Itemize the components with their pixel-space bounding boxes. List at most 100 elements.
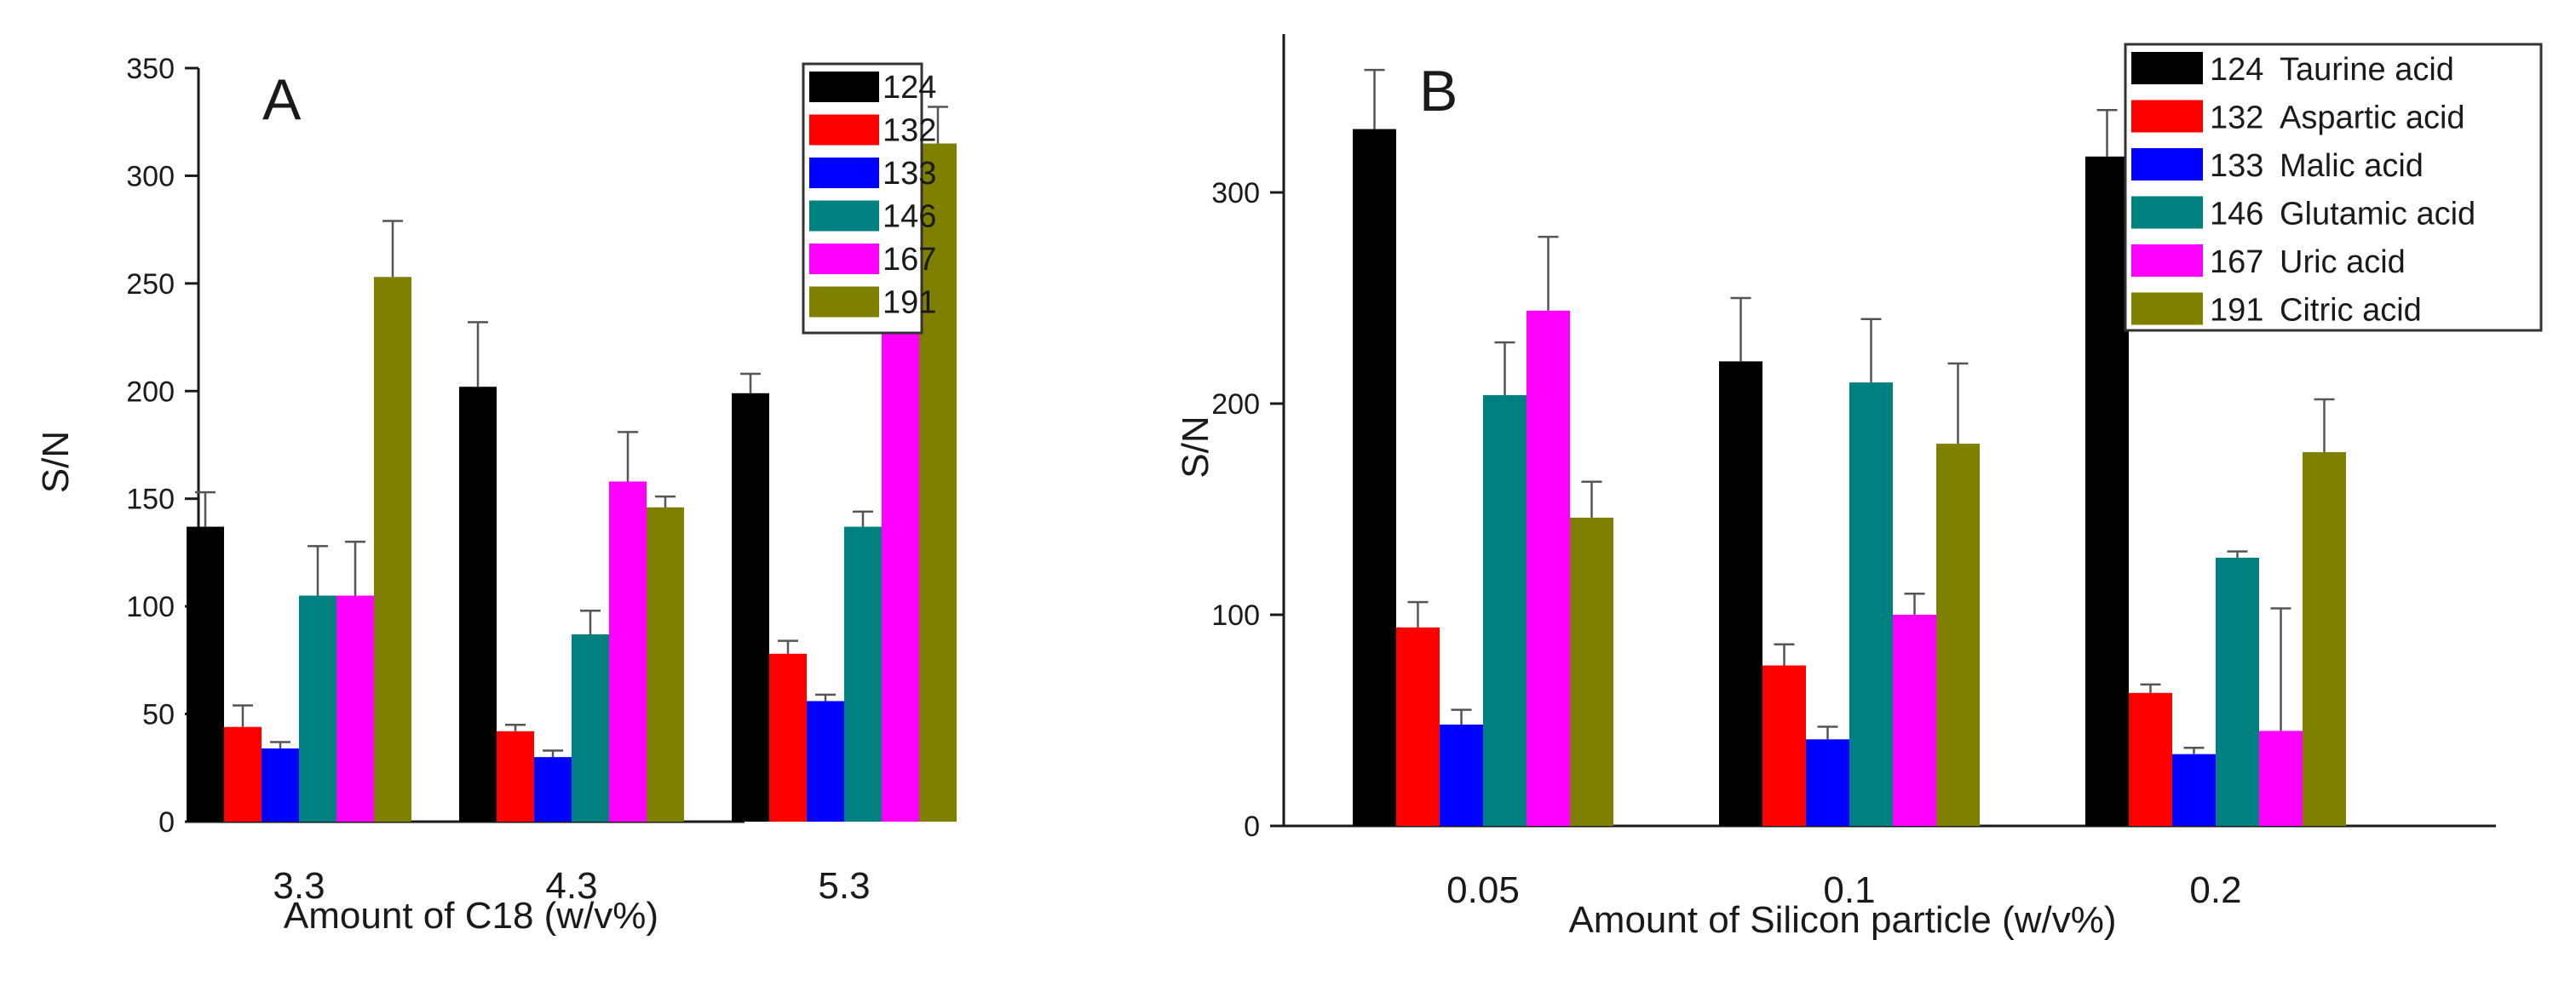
- bar-167-0.2: [2259, 731, 2303, 826]
- bar-133-0.05: [1440, 724, 1483, 826]
- legend-compound-191: Citric acid: [2280, 293, 2422, 329]
- x-category-label: 4.3: [545, 865, 597, 907]
- error-bar-191-0.2: [2314, 398, 2335, 453]
- error-bar-146-3.3: [308, 545, 328, 596]
- legend-swatch-124: [2131, 52, 2203, 84]
- error-bar-167-0.05: [1538, 235, 1559, 311]
- legend-compound-124: Taurine acid: [2280, 52, 2454, 88]
- error-bar-167-0.2: [2270, 607, 2291, 731]
- bar-146-0.2: [2216, 558, 2259, 826]
- bar-124-3.3: [187, 526, 224, 822]
- error-bar-146-5.3: [853, 510, 873, 527]
- error-bar-191-4.3: [655, 495, 676, 507]
- bar-191-0.2: [2303, 452, 2346, 826]
- x-category-label: 5.3: [818, 865, 870, 907]
- x-axis-title: Amount of C18 (w/v%): [284, 895, 658, 937]
- bar-133-0.2: [2172, 754, 2216, 826]
- y-tick-label: 350: [126, 53, 175, 85]
- x-category-label: 0.1: [1823, 869, 1875, 911]
- error-bar-146-0.2: [2227, 550, 2248, 559]
- x-category-label: 0.2: [2189, 869, 2241, 911]
- y-tick-label: 50: [142, 699, 175, 731]
- legend-label-167: 167: [883, 242, 936, 278]
- error-bar-133-5.3: [815, 693, 836, 702]
- legend-swatch-191: [2131, 292, 2203, 325]
- error-bar-132-5.3: [778, 639, 798, 654]
- error-bar-133-0.05: [1451, 708, 1472, 725]
- legend: 124 132 133 146 167 191: [802, 62, 936, 335]
- bar-133-0.1: [1806, 739, 1849, 826]
- error-bar-167-0.1: [1904, 592, 1925, 615]
- error-bar-124-3.3: [195, 490, 216, 527]
- y-tick-label: 200: [1211, 388, 1260, 421]
- legend-compound-167: Uric acid: [2280, 244, 2406, 280]
- legend-swatch-132: [2131, 100, 2203, 133]
- legend-label-167: 167: [2210, 244, 2263, 280]
- legend-label-146: 146: [883, 199, 936, 235]
- bar-191-0.1: [1936, 444, 1980, 826]
- error-bar-132-0.1: [1774, 643, 1795, 666]
- error-bar-191-3.3: [382, 220, 403, 278]
- bar-133-5.3: [807, 701, 844, 822]
- legend-label-191: 191: [2210, 293, 2263, 329]
- bar-132-0.2: [2129, 692, 2172, 826]
- panel-a-bar-chart: 0 50 100 150 200 250 300 350 3.3 4.3 5.3 Amount of …: [35, 53, 957, 937]
- x-axis-title: Amount of Silicon particle (w/v%): [1568, 899, 2116, 941]
- bar-191-0.05: [1570, 517, 1613, 826]
- bar-124-5.3: [732, 393, 769, 822]
- error-bar-124-0.1: [1730, 296, 1751, 362]
- bar-167-4.3: [609, 481, 647, 822]
- x-category-label: 0.05: [1446, 869, 1520, 911]
- bar-132-0.1: [1762, 665, 1806, 826]
- error-bar-124-0.05: [1364, 68, 1385, 129]
- error-bar-167-4.3: [618, 431, 638, 482]
- y-tick-label: 150: [126, 484, 175, 516]
- legend-label-191: 191: [883, 285, 936, 321]
- bar-124-0.2: [2085, 156, 2129, 827]
- error-bar-124-4.3: [468, 321, 488, 387]
- error-bar-146-0.05: [1494, 341, 1515, 396]
- error-bar-132-0.2: [2140, 683, 2161, 693]
- error-bar-133-3.3: [270, 741, 290, 749]
- error-bar-133-0.2: [2183, 746, 2205, 754]
- error-bar-191-5.3: [928, 106, 948, 144]
- bar-132-0.05: [1396, 627, 1440, 826]
- bar-132-4.3: [497, 731, 534, 822]
- bar-133-3.3: [262, 748, 299, 822]
- y-tick-label: 300: [1211, 177, 1260, 209]
- y-tick-label: 250: [126, 268, 175, 301]
- error-bar-146-4.3: [580, 609, 601, 635]
- error-bar-191-0.05: [1581, 480, 1602, 518]
- error-bar-124-5.3: [740, 372, 761, 393]
- bar-167-0.1: [1893, 615, 1936, 826]
- y-tick-label: 200: [126, 375, 175, 408]
- y-tick-label: 0: [158, 806, 175, 839]
- y-tick-label: 300: [126, 160, 175, 192]
- bar-167-3.3: [336, 595, 374, 822]
- error-bar-132-4.3: [505, 723, 526, 731]
- legend-label-133: 133: [2210, 148, 2263, 184]
- y-tick-label: 100: [126, 591, 175, 623]
- bar-146-0.1: [1849, 382, 1893, 826]
- bar-146-3.3: [299, 595, 336, 822]
- bar-132-5.3: [769, 653, 807, 822]
- bar-132-3.3: [224, 726, 262, 822]
- y-axis-title: S/N: [1175, 416, 1216, 478]
- error-bar-191-0.1: [1947, 362, 1969, 444]
- error-bar-167-3.3: [345, 541, 365, 596]
- error-bar-132-3.3: [233, 704, 253, 727]
- error-bar-133-4.3: [543, 749, 563, 758]
- bar-146-4.3: [572, 634, 609, 822]
- bar-191-3.3: [374, 277, 411, 822]
- error-bar-133-0.1: [1817, 725, 1838, 740]
- error-bar-146-0.1: [1860, 318, 1882, 383]
- y-tick-label: 0: [1244, 811, 1260, 843]
- legend-swatch-146: [2131, 196, 2203, 229]
- bar-146-5.3: [844, 526, 882, 822]
- legend-label-132: 132: [2210, 100, 2263, 136]
- y-axis-title: S/N: [35, 431, 77, 493]
- bar-133-4.3: [534, 757, 572, 822]
- legend-label-146: 146: [2210, 197, 2263, 232]
- legend-swatch-146: [809, 200, 879, 232]
- y-tick-label: 100: [1211, 599, 1260, 632]
